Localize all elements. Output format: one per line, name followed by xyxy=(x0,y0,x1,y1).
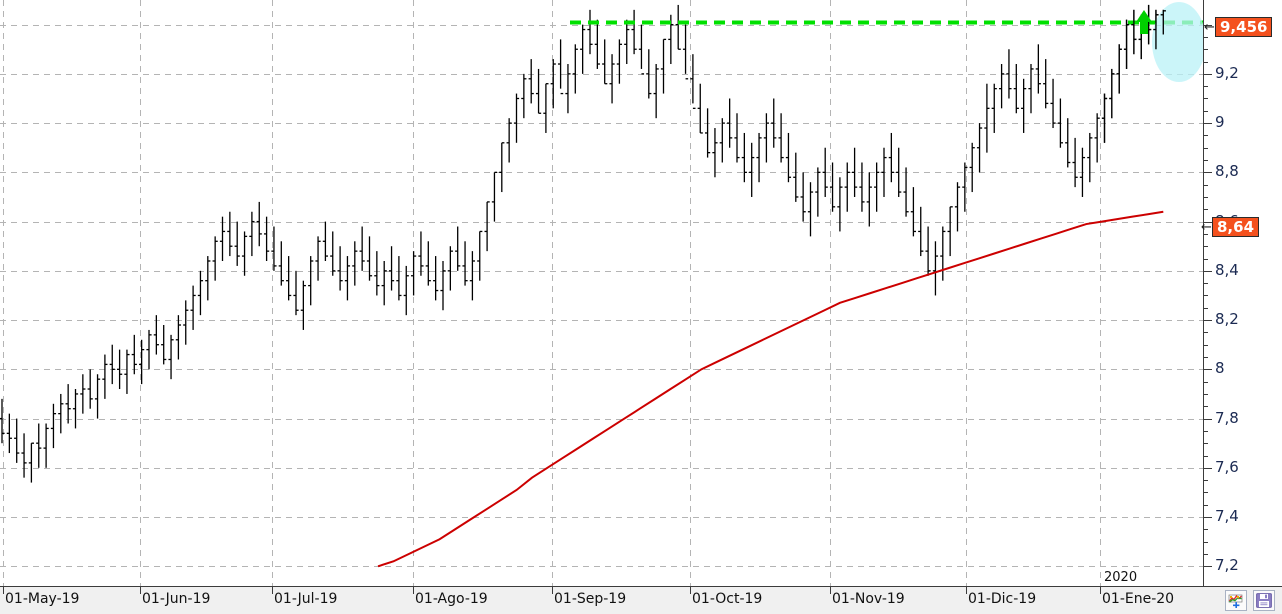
price-tick-label: 8,2 xyxy=(1215,310,1239,328)
price-minor-tick xyxy=(1203,542,1208,543)
save-button[interactable] xyxy=(1253,590,1275,611)
last-price-flag[interactable]: 9,456 xyxy=(1215,17,1273,37)
price-tick xyxy=(1203,566,1212,567)
price-minor-tick xyxy=(1203,98,1208,99)
price-tick xyxy=(1203,517,1212,518)
price-minor-tick xyxy=(1203,308,1208,309)
price-tick xyxy=(1203,419,1212,420)
ohlc-bar-series xyxy=(0,4,1166,483)
price-minor-tick xyxy=(1203,86,1208,87)
price-minor-tick xyxy=(1203,357,1208,358)
breakout-highlight-ellipse xyxy=(1101,2,1203,143)
price-tick xyxy=(1203,320,1212,321)
price-tick-label: 7,2 xyxy=(1215,556,1239,574)
price-minor-tick xyxy=(1203,554,1208,555)
date-tick-label: 01-Nov-19 xyxy=(832,591,905,607)
price-minor-tick xyxy=(1203,62,1208,63)
date-tick xyxy=(272,587,273,594)
last-price-flag-pointer: ← xyxy=(1204,20,1215,35)
date-tick-label: 01-Jun-19 xyxy=(142,591,211,607)
date-tick-label: 01-Jul-19 xyxy=(274,591,338,607)
price-tick xyxy=(1203,271,1212,272)
price-minor-tick xyxy=(1203,295,1208,296)
price-minor-tick xyxy=(1203,283,1208,284)
date-tick xyxy=(690,587,691,594)
date-tick-label: 01-Dic-19 xyxy=(968,591,1037,607)
price-minor-tick xyxy=(1203,480,1208,481)
price-tick-label: 9,2 xyxy=(1215,64,1239,82)
price-tick xyxy=(1203,172,1212,173)
price-axis[interactable]: 9,49,298,88,68,48,287,87,67,47,2 xyxy=(1203,0,1282,586)
price-tick xyxy=(1203,74,1212,75)
add-indicator-icon xyxy=(1228,594,1243,608)
price-minor-tick xyxy=(1203,185,1208,186)
save-floppy-icon xyxy=(1256,593,1272,608)
price-minor-tick xyxy=(1203,456,1208,457)
date-tick-label: 01-Sep-19 xyxy=(554,591,627,607)
date-tick-label: 01-Oct-19 xyxy=(692,591,763,607)
price-axis-line xyxy=(1203,0,1204,586)
price-tick-label: 7,8 xyxy=(1215,409,1239,427)
chart-plot-area[interactable] xyxy=(0,0,1203,586)
price-minor-tick xyxy=(1203,197,1208,198)
moving-average-flag[interactable]: 8,64 xyxy=(1212,217,1260,237)
price-minor-tick xyxy=(1203,111,1208,112)
price-tick xyxy=(1203,468,1212,469)
price-minor-tick xyxy=(1203,160,1208,161)
price-minor-tick xyxy=(1203,148,1208,149)
date-tick xyxy=(830,587,831,594)
date-tick-label: 01-Ene-20 xyxy=(1102,591,1175,607)
price-tick-label: 7,6 xyxy=(1215,458,1239,476)
price-minor-tick xyxy=(1203,259,1208,260)
price-minor-tick xyxy=(1203,394,1208,395)
moving-average-flag-pointer: ← xyxy=(1201,220,1212,235)
date-tick xyxy=(1100,587,1101,594)
price-minor-tick xyxy=(1203,529,1208,530)
add-indicator-button[interactable] xyxy=(1225,590,1247,611)
vertical-gridlines xyxy=(3,0,1101,586)
chart-footer-toolbar xyxy=(1203,586,1282,614)
date-tick-label: 01-May-19 xyxy=(5,591,80,607)
date-tick xyxy=(552,587,553,594)
price-tick-label: 9 xyxy=(1215,113,1225,131)
price-minor-tick xyxy=(1203,431,1208,432)
date-tick xyxy=(140,587,141,594)
date-tick xyxy=(3,587,4,594)
price-minor-tick xyxy=(1203,49,1208,50)
price-minor-tick xyxy=(1203,332,1208,333)
price-minor-tick xyxy=(1203,382,1208,383)
date-tick-label: 01-Ago-19 xyxy=(415,591,488,607)
price-minor-tick xyxy=(1203,234,1208,235)
price-tick-label: 7,4 xyxy=(1215,507,1239,525)
year-marker: 2020 xyxy=(1104,570,1138,585)
price-minor-tick xyxy=(1203,443,1208,444)
date-tick xyxy=(966,587,967,594)
price-minor-tick xyxy=(1203,209,1208,210)
price-minor-tick xyxy=(1203,492,1208,493)
price-minor-tick xyxy=(1203,406,1208,407)
price-minor-tick xyxy=(1203,345,1208,346)
price-tick xyxy=(1203,222,1212,223)
price-minor-tick xyxy=(1203,135,1208,136)
date-tick xyxy=(413,587,414,594)
chart-canvas xyxy=(0,0,1203,586)
price-minor-tick xyxy=(1203,505,1208,506)
horizontal-gridlines xyxy=(0,25,1203,567)
breakout-up-arrow-icon xyxy=(1136,10,1152,34)
moving-average-line xyxy=(377,210,1164,568)
price-tick xyxy=(1203,25,1212,26)
price-minor-tick xyxy=(1203,37,1208,38)
price-tick xyxy=(1203,369,1212,370)
date-axis[interactable]: 01-May-19 01-Jun-19 01-Jul-19 01-Ago-19 01-S… xyxy=(0,586,1203,614)
price-tick-label: 8 xyxy=(1215,359,1225,377)
price-minor-tick xyxy=(1203,246,1208,247)
price-tick xyxy=(1203,123,1212,124)
price-tick-label: 8,4 xyxy=(1215,261,1239,279)
price-tick-label: 8,8 xyxy=(1215,162,1239,180)
